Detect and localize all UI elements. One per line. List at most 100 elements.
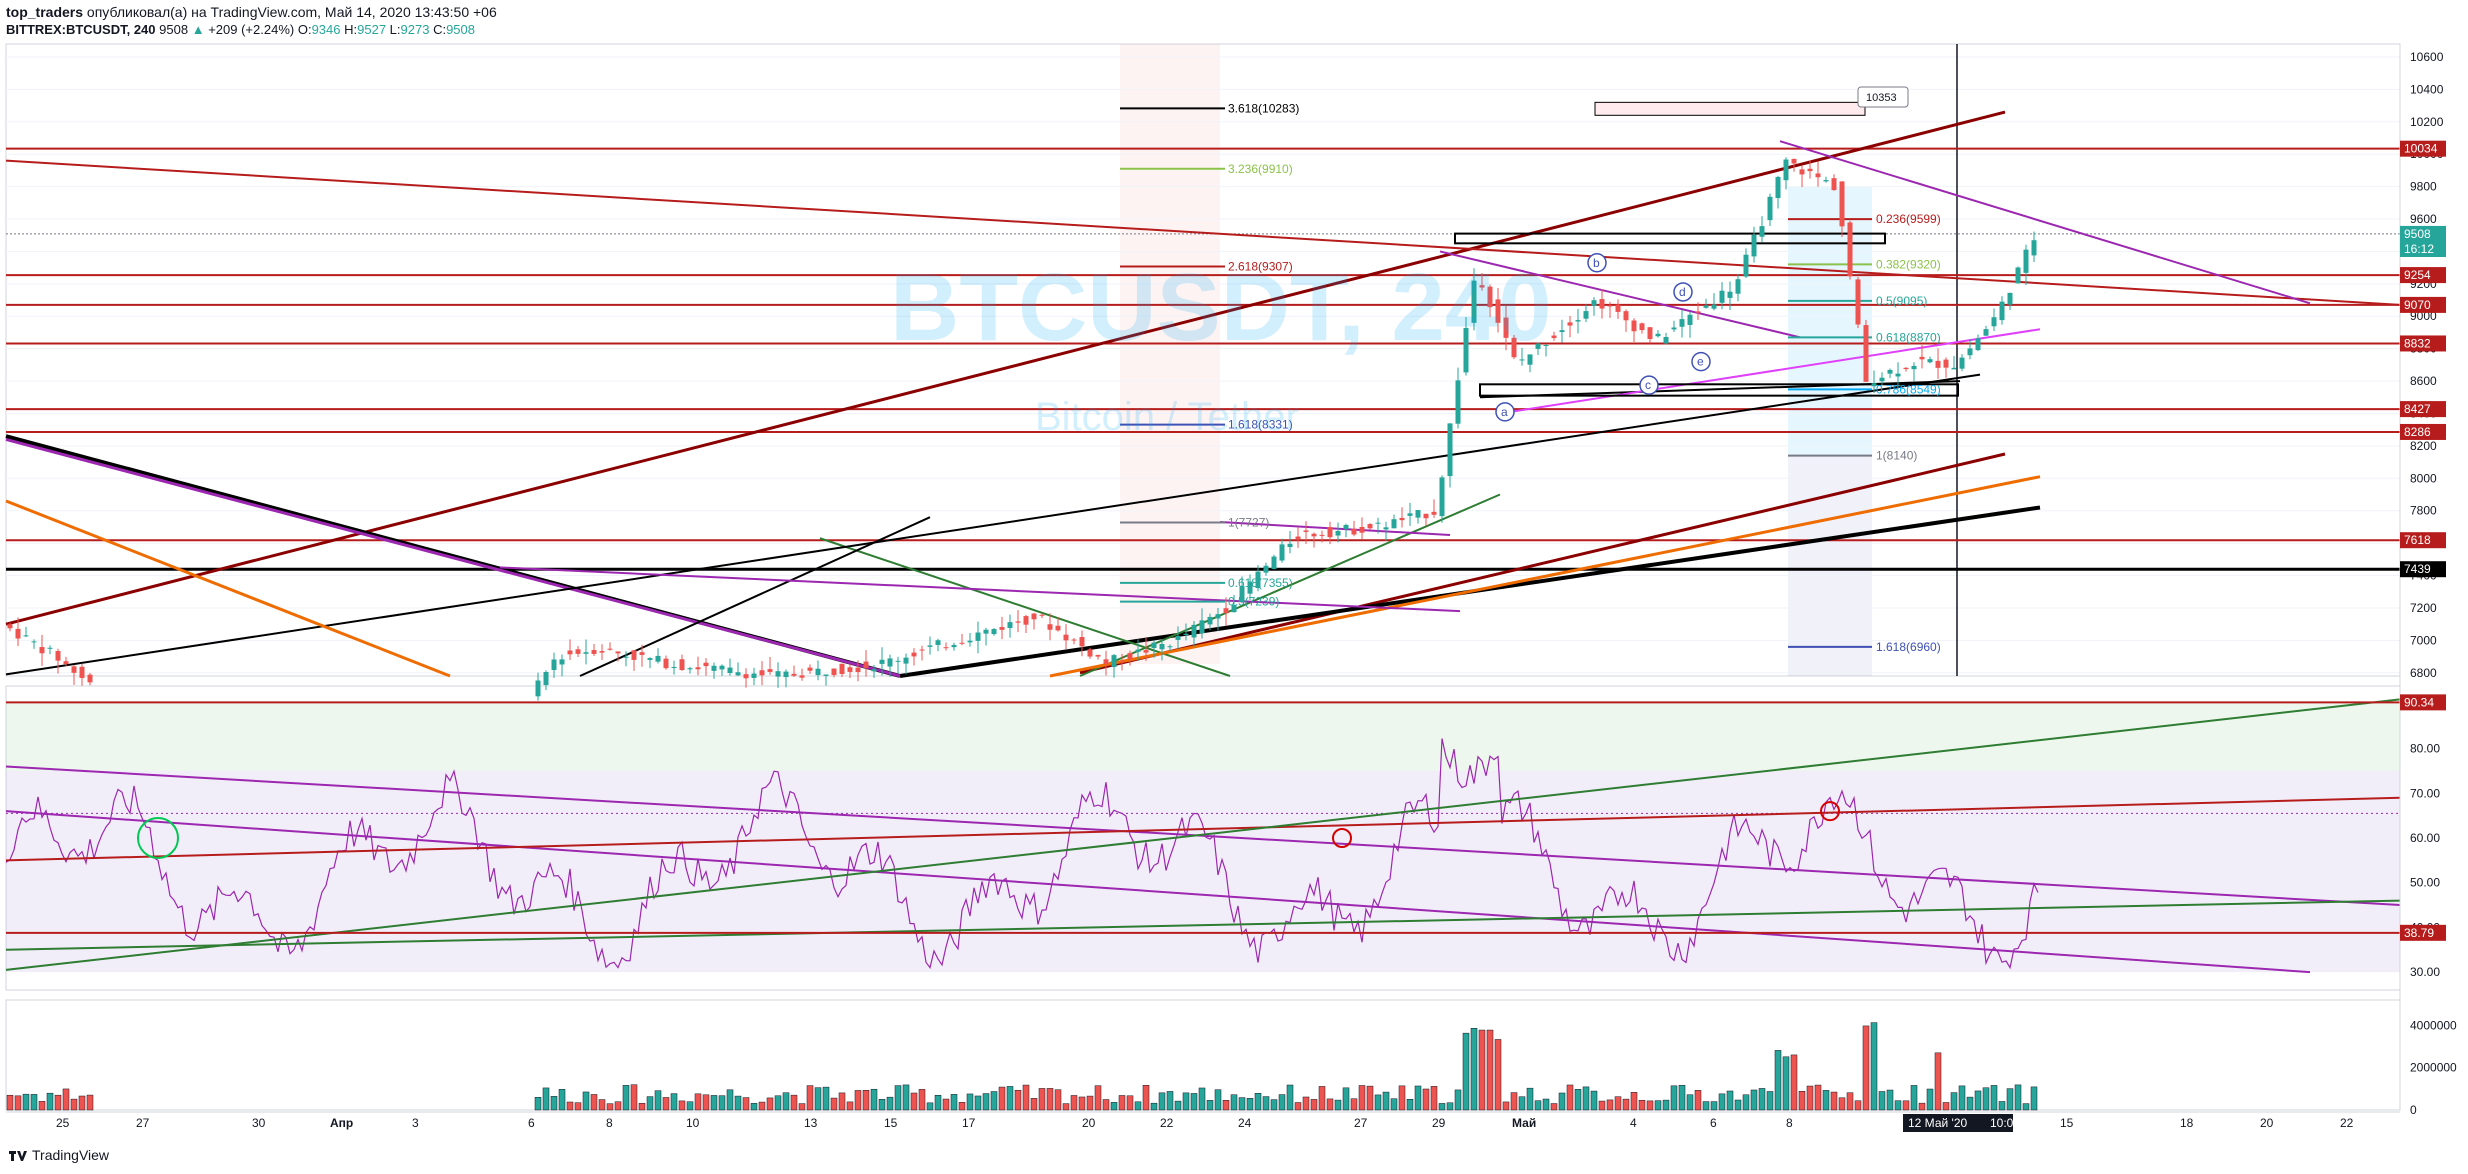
candle-body bbox=[1199, 620, 1205, 634]
volume-bar bbox=[1174, 1100, 1182, 1111]
candle-body bbox=[1087, 649, 1093, 657]
volume-bar bbox=[1006, 1086, 1014, 1111]
fib-label: 0.786(8549) bbox=[1876, 382, 1941, 396]
volume-bar bbox=[1582, 1086, 1590, 1111]
time-axis-tick: 29 bbox=[1432, 1116, 1446, 1130]
rsi-trendline bbox=[5, 899, 2401, 951]
candle-body bbox=[1247, 581, 1253, 594]
candle-body bbox=[23, 635, 29, 637]
volume-bar bbox=[1022, 1084, 1030, 1111]
volume-bar bbox=[1694, 1090, 1702, 1111]
candle-body bbox=[1503, 317, 1509, 338]
wave-label: a bbox=[1501, 405, 1508, 419]
close-value: 9508 bbox=[446, 22, 475, 37]
fib-label: 0.382(9320) bbox=[1876, 257, 1941, 271]
time-axis-tick: 30 bbox=[252, 1116, 266, 1130]
volume-bar bbox=[734, 1095, 742, 1111]
candle-body bbox=[847, 667, 853, 672]
chart-header-ohlc-line: BITTREX:BTCUSDT, 240 9508 ▲ +209 (+2.24%… bbox=[6, 22, 475, 37]
candle-body bbox=[535, 680, 541, 697]
footer-brand[interactable]: TradingView bbox=[8, 1147, 109, 1163]
volume-bar bbox=[1326, 1098, 1334, 1111]
candle-body bbox=[1591, 300, 1597, 306]
candle-body bbox=[1879, 377, 1885, 382]
time-axis-cursor-bg bbox=[1903, 1114, 2013, 1132]
trendline-2 bbox=[5, 159, 2401, 306]
fib-label: 1(7727) bbox=[1228, 516, 1269, 530]
fib-label: 0.5(7239) bbox=[1228, 595, 1279, 609]
candle-body bbox=[1215, 614, 1221, 619]
volume-bar bbox=[1742, 1094, 1750, 1111]
price-axis-tick: 9800 bbox=[2410, 180, 2437, 194]
volume-bar bbox=[1294, 1102, 1302, 1111]
volume-bar bbox=[1430, 1086, 1438, 1111]
volume-bar bbox=[846, 1101, 854, 1111]
candle-body bbox=[1671, 327, 1677, 330]
volume-bar bbox=[1422, 1088, 1430, 1111]
volume-bar bbox=[1550, 1103, 1558, 1111]
volume-bar bbox=[1086, 1095, 1094, 1111]
candle-body bbox=[1039, 614, 1045, 616]
candle-body bbox=[1175, 635, 1181, 640]
wave-label-circle bbox=[1495, 402, 1515, 422]
volume-bar bbox=[950, 1094, 958, 1111]
candle-body bbox=[2031, 240, 2037, 256]
price-axis-label-bg bbox=[2400, 240, 2446, 257]
candle-body bbox=[1847, 222, 1853, 277]
volume-bar bbox=[1382, 1091, 1390, 1111]
volume-bar bbox=[1166, 1091, 1174, 1111]
candle-body bbox=[1119, 661, 1125, 663]
author-name[interactable]: top_traders bbox=[6, 4, 84, 20]
candle-body bbox=[1543, 345, 1549, 347]
volume-bar bbox=[1262, 1096, 1270, 1111]
candle-body bbox=[687, 668, 693, 670]
candle-body bbox=[823, 674, 829, 676]
price-axis-label-bg bbox=[2400, 140, 2446, 157]
candle-body bbox=[1983, 329, 1989, 336]
candle-body bbox=[1583, 311, 1589, 319]
candle-body bbox=[1127, 653, 1133, 660]
volume-bar bbox=[1510, 1092, 1518, 1111]
time-axis-tick: 13 bbox=[804, 1116, 818, 1130]
price-axis-tick: 8200 bbox=[2410, 439, 2437, 453]
candle-body bbox=[951, 644, 957, 648]
volume-bar bbox=[1974, 1090, 1982, 1111]
volume-bar bbox=[1462, 1032, 1470, 1111]
candle-body bbox=[999, 627, 1005, 630]
volume-bar bbox=[582, 1091, 590, 1111]
candle-body bbox=[1815, 173, 1821, 178]
volume-bar bbox=[742, 1097, 750, 1111]
time-axis-tick: 20 bbox=[2260, 1116, 2274, 1130]
volume-bar bbox=[1390, 1098, 1398, 1111]
wave-label-circle bbox=[1691, 351, 1711, 372]
volume-bar bbox=[550, 1096, 558, 1111]
price-axis-tick: 10200 bbox=[2410, 115, 2444, 129]
candle-body bbox=[1191, 624, 1197, 638]
trendline-8 bbox=[1079, 493, 1501, 677]
volume-bar bbox=[1334, 1099, 1342, 1111]
volume-bar bbox=[814, 1087, 822, 1111]
symbol-label[interactable]: BITTREX:BTCUSDT, 240 bbox=[6, 22, 156, 37]
volume-axis-tick: 2000000 bbox=[2410, 1061, 2457, 1075]
candle-body bbox=[1007, 622, 1013, 629]
price-axis-label: 8832 bbox=[2404, 336, 2431, 350]
volume-bar bbox=[630, 1084, 638, 1111]
candle-body bbox=[791, 673, 797, 676]
price-axis-tick: 7200 bbox=[2410, 601, 2437, 615]
volume-bar bbox=[1406, 1099, 1414, 1111]
low-label: L: bbox=[389, 22, 401, 37]
candle-body bbox=[1223, 608, 1229, 614]
volume-bar bbox=[1622, 1098, 1630, 1111]
volume-bar bbox=[1710, 1101, 1718, 1111]
fib-label: 3.236(9910) bbox=[1228, 162, 1293, 176]
candle-body bbox=[647, 658, 653, 660]
candle-body bbox=[1783, 159, 1789, 181]
candle-body bbox=[1143, 650, 1149, 653]
rsi-highlight-circle bbox=[137, 817, 179, 859]
candle-body bbox=[1695, 311, 1701, 313]
price-axis-label: 7618 bbox=[2404, 533, 2431, 547]
volume-bar bbox=[686, 1101, 694, 1111]
candle-body bbox=[1263, 565, 1269, 573]
volume-bar bbox=[1046, 1088, 1054, 1111]
